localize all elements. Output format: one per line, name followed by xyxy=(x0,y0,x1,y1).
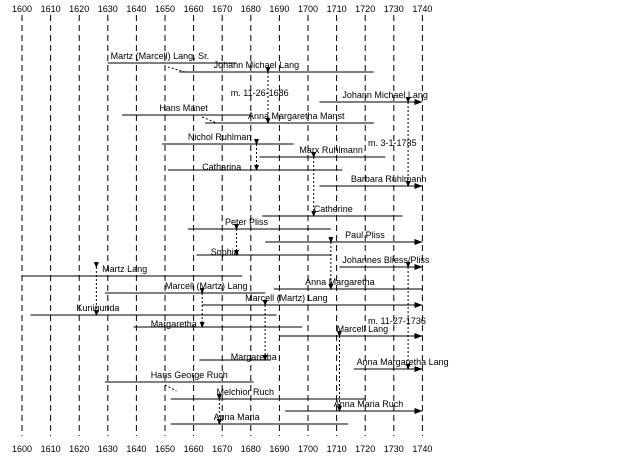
person-label: Anna Maria Ruch xyxy=(334,399,404,409)
person-label: Martz Lang xyxy=(102,264,147,274)
person-label: Sophia xyxy=(211,247,239,257)
year-tick-label: 1690 xyxy=(269,4,289,14)
person-label: Anna Maria xyxy=(214,412,260,422)
person-label: Johann Michael Lang xyxy=(214,60,300,70)
bottom-year-axis: 1600 1610 1620 1630 1640 1650 1660 1670 1680 1690… xyxy=(12,444,432,454)
person-label: Melchior Ruch xyxy=(216,387,274,397)
person-label: Hans Manet xyxy=(159,103,208,113)
year-tick-label: 1720 xyxy=(355,444,375,454)
year-tick-label: 1690 xyxy=(269,444,289,454)
year-tick-label: 1700 xyxy=(298,444,318,454)
year-tick-label: 1720 xyxy=(355,4,375,14)
marriage-date-label: m. 11-27-1736 xyxy=(368,316,426,326)
year-tick-label: 1630 xyxy=(98,4,118,14)
year-tick-label: 1740 xyxy=(412,444,432,454)
year-tick-label: 1670 xyxy=(212,4,232,14)
person-label: Margaretha xyxy=(151,319,197,329)
person-label: Kunigunda xyxy=(76,303,119,313)
person-label: Johannes Bliess/Pliss xyxy=(342,255,430,265)
person-label: Martz (Marcell) Lang, Sr. xyxy=(111,51,210,61)
person-label: Marcell (Martz) Lang xyxy=(165,281,248,291)
year-tick-label: 1730 xyxy=(384,4,404,14)
year-tick-label: 1620 xyxy=(69,444,89,454)
year-tick-label: 1610 xyxy=(41,4,61,14)
year-tick-label: 1650 xyxy=(155,4,175,14)
year-tick-label: 1600 xyxy=(12,444,32,454)
marriage-date-label: m. 3-1-1735 xyxy=(368,138,417,148)
year-tick-label: 1640 xyxy=(126,444,146,454)
year-tick-label: 1670 xyxy=(212,444,232,454)
person-label: Marcell Lang xyxy=(337,324,389,334)
descent-links xyxy=(93,66,411,425)
year-tick-label: 1660 xyxy=(184,444,204,454)
spouse-link xyxy=(164,384,177,392)
year-tick-label: 1660 xyxy=(184,4,204,14)
year-tick-label: 1700 xyxy=(298,4,318,14)
year-tick-label: 1710 xyxy=(327,444,347,454)
spouse-link xyxy=(167,66,186,73)
person-label: Paul Pliss xyxy=(345,230,385,240)
marriage-notes: m. 11-26-1686 m. 3-1-1735 m. 11-27-1736 xyxy=(231,88,426,326)
lifelines: Martz (Marcell) Lang, Sr. Johann Michael … xyxy=(22,51,449,425)
year-tick-label: 1680 xyxy=(241,444,261,454)
year-tick-label: 1730 xyxy=(384,444,404,454)
year-gridlines xyxy=(21,15,423,436)
person-label: Peter Pliss xyxy=(225,217,269,227)
person-label: Margaretha xyxy=(231,352,277,362)
top-year-axis: 1600 1610 1620 1630 1640 1650 1660 1670 1680 1690… xyxy=(12,4,432,14)
year-tick-label: 1680 xyxy=(241,4,261,14)
spouse-link xyxy=(201,116,217,124)
year-tick-label: 1710 xyxy=(327,4,347,14)
person-label: Barbara Ruhlmann xyxy=(351,174,427,184)
person-label: Catherine xyxy=(314,204,353,214)
year-tick-label: 1630 xyxy=(98,444,118,454)
person-label: Anna Margaretha xyxy=(305,277,375,287)
person-label: Marx Ruhlmann xyxy=(299,145,363,155)
person-label: Anna Margaretha Lang xyxy=(357,357,449,367)
year-tick-label: 1650 xyxy=(155,444,175,454)
year-tick-label: 1740 xyxy=(412,4,432,14)
marriage-date-label: m. 11-26-1686 xyxy=(231,88,289,98)
person-label: Nichol Ruhlman xyxy=(188,132,252,142)
person-label: Johann Michael Lang xyxy=(342,90,428,100)
person-label: Catharina xyxy=(202,162,241,172)
year-tick-label: 1620 xyxy=(69,4,89,14)
year-tick-label: 1610 xyxy=(41,444,61,454)
person-label: Marcell (Martz) Lang xyxy=(245,293,328,303)
year-tick-label: 1600 xyxy=(12,4,32,14)
person-label: Anna Margaretha Manst xyxy=(248,111,345,121)
year-tick-label: 1640 xyxy=(126,4,146,14)
person-label: Hans George Ruch xyxy=(151,370,228,380)
